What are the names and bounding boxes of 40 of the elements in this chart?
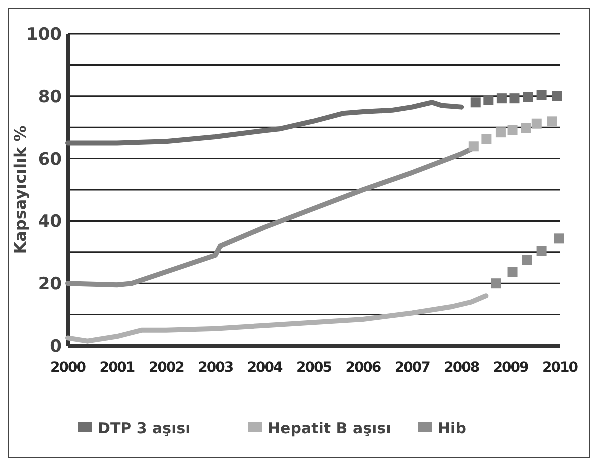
x-tick-label: 2001 xyxy=(100,360,135,376)
point xyxy=(510,94,520,104)
x-tick-label: 2005 xyxy=(296,360,332,376)
point xyxy=(470,98,481,108)
point xyxy=(468,142,479,152)
point xyxy=(508,125,518,136)
point xyxy=(536,246,547,256)
point xyxy=(536,90,547,100)
y-tick-label: 20 xyxy=(38,274,62,295)
point xyxy=(484,95,494,106)
point xyxy=(508,267,518,278)
x-tick-label: 2000 xyxy=(50,360,87,376)
legend-label: Hepatit B aşısı xyxy=(268,419,392,438)
point xyxy=(496,128,506,138)
x-tick-label: 2007 xyxy=(394,360,430,376)
point xyxy=(552,91,562,102)
x-tick-label: 2009 xyxy=(493,360,529,376)
x-tick-label: 2010 xyxy=(542,360,579,376)
point xyxy=(521,123,532,134)
point xyxy=(522,255,532,266)
point xyxy=(496,94,507,104)
legend-label: DTP 3 aşısı xyxy=(98,419,191,438)
point xyxy=(547,116,558,127)
point xyxy=(491,278,502,289)
y-axis-title: Kapsayıcılık % xyxy=(11,126,30,254)
x-tick-label: 2008 xyxy=(444,360,480,376)
legend-label: Hib xyxy=(438,419,467,438)
y-tick-label: 40 xyxy=(38,212,62,232)
x-tick-label: 2002 xyxy=(148,360,184,376)
y-tick-label: 100 xyxy=(26,24,62,45)
point xyxy=(523,92,534,102)
x-tick-label: 2004 xyxy=(247,360,284,376)
y-tick-label: 0 xyxy=(50,336,62,357)
y-tick-label: 60 xyxy=(38,150,62,170)
point xyxy=(532,118,542,129)
point xyxy=(482,134,492,144)
y-tick-label: 80 xyxy=(38,87,62,108)
point xyxy=(554,234,564,244)
x-tick-label: 2006 xyxy=(346,360,381,376)
x-tick-label: 2003 xyxy=(198,360,234,376)
